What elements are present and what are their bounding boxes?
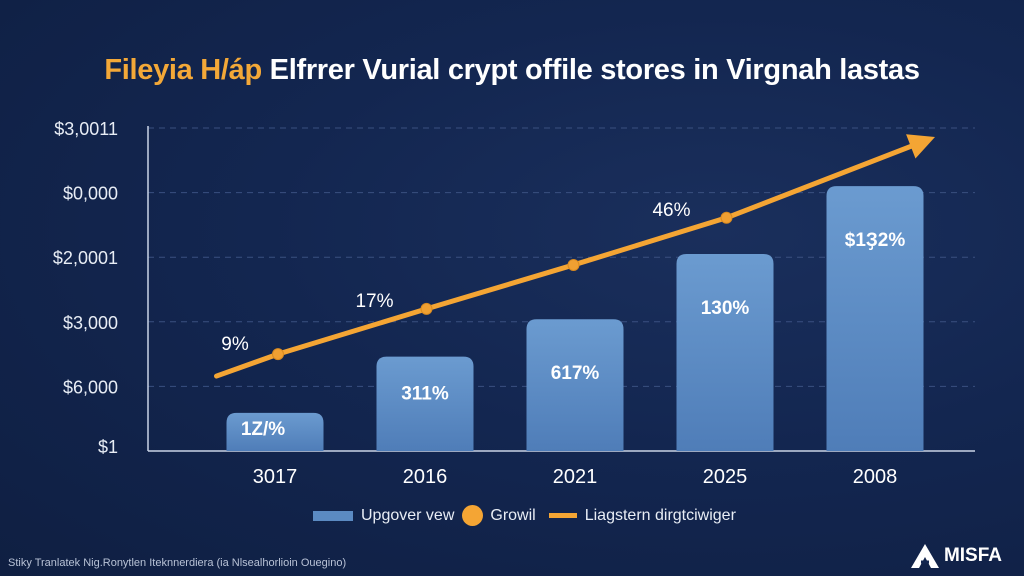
x-tick-label: 3017 [253, 466, 298, 488]
legend-label-line: Liagstern dirgtciwiger [584, 506, 736, 524]
bar [226, 412, 324, 451]
bar-label: 130% [701, 298, 750, 319]
title-rest: Elfrrer Vurial crypt offile stores in Vi… [269, 54, 920, 86]
y-tick-label: $6,000 [63, 377, 118, 397]
growth-point [567, 258, 580, 271]
bar [826, 186, 924, 451]
title-highlight: Fileyia H/áp [104, 54, 262, 86]
x-tick-label: 2025 [703, 466, 748, 488]
bar-label: 1Z/% [241, 419, 285, 440]
x-tick-label: 2008 [853, 466, 898, 488]
arrow-head [906, 134, 935, 159]
growth-point [720, 211, 733, 224]
growth-label: 46% [652, 200, 690, 221]
growth-point [420, 302, 433, 315]
legend-bar-swatch [313, 510, 353, 521]
legend-line-swatch [548, 513, 577, 518]
y-tick-label: $2,0001 [53, 248, 118, 268]
logo-icon [910, 544, 939, 568]
bar-label: 311% [401, 384, 449, 405]
bar [676, 253, 774, 451]
bar-label: 617% [551, 363, 600, 384]
growth-label: 9% [221, 334, 249, 355]
legend-label-bar: Upgover vew [361, 506, 455, 524]
bar [376, 356, 474, 451]
growth-point [272, 348, 284, 361]
y-tick-label: $1 [98, 437, 118, 457]
y-tick-label: $3,000 [63, 313, 118, 333]
chart-title: Fileyia H/áp Elfrrer Vurial crypt offile… [0, 54, 1024, 87]
bar [526, 319, 624, 451]
y-tick-label: $3,0011 [54, 119, 118, 139]
y-tick-label: $0,000 [63, 184, 118, 204]
legend-dot-swatch [462, 505, 484, 526]
legend-label-growth: Growil [490, 506, 536, 524]
x-tick-label: 2016 [403, 466, 448, 488]
logo: MISFA [910, 543, 1002, 569]
growth-label: 17% [355, 291, 393, 312]
legend: Upgover vew Growil Liagstern dirgtciwige… [313, 505, 736, 526]
bar-label: $1Ҙ2% [845, 230, 906, 251]
growth-line [214, 139, 925, 379]
footer-source: Stiky Tranlatek Nig.Ronytlen Iteknnerdie… [8, 557, 347, 569]
x-tick-label: 2021 [553, 466, 598, 488]
logo-text: MISFA [943, 545, 1002, 566]
